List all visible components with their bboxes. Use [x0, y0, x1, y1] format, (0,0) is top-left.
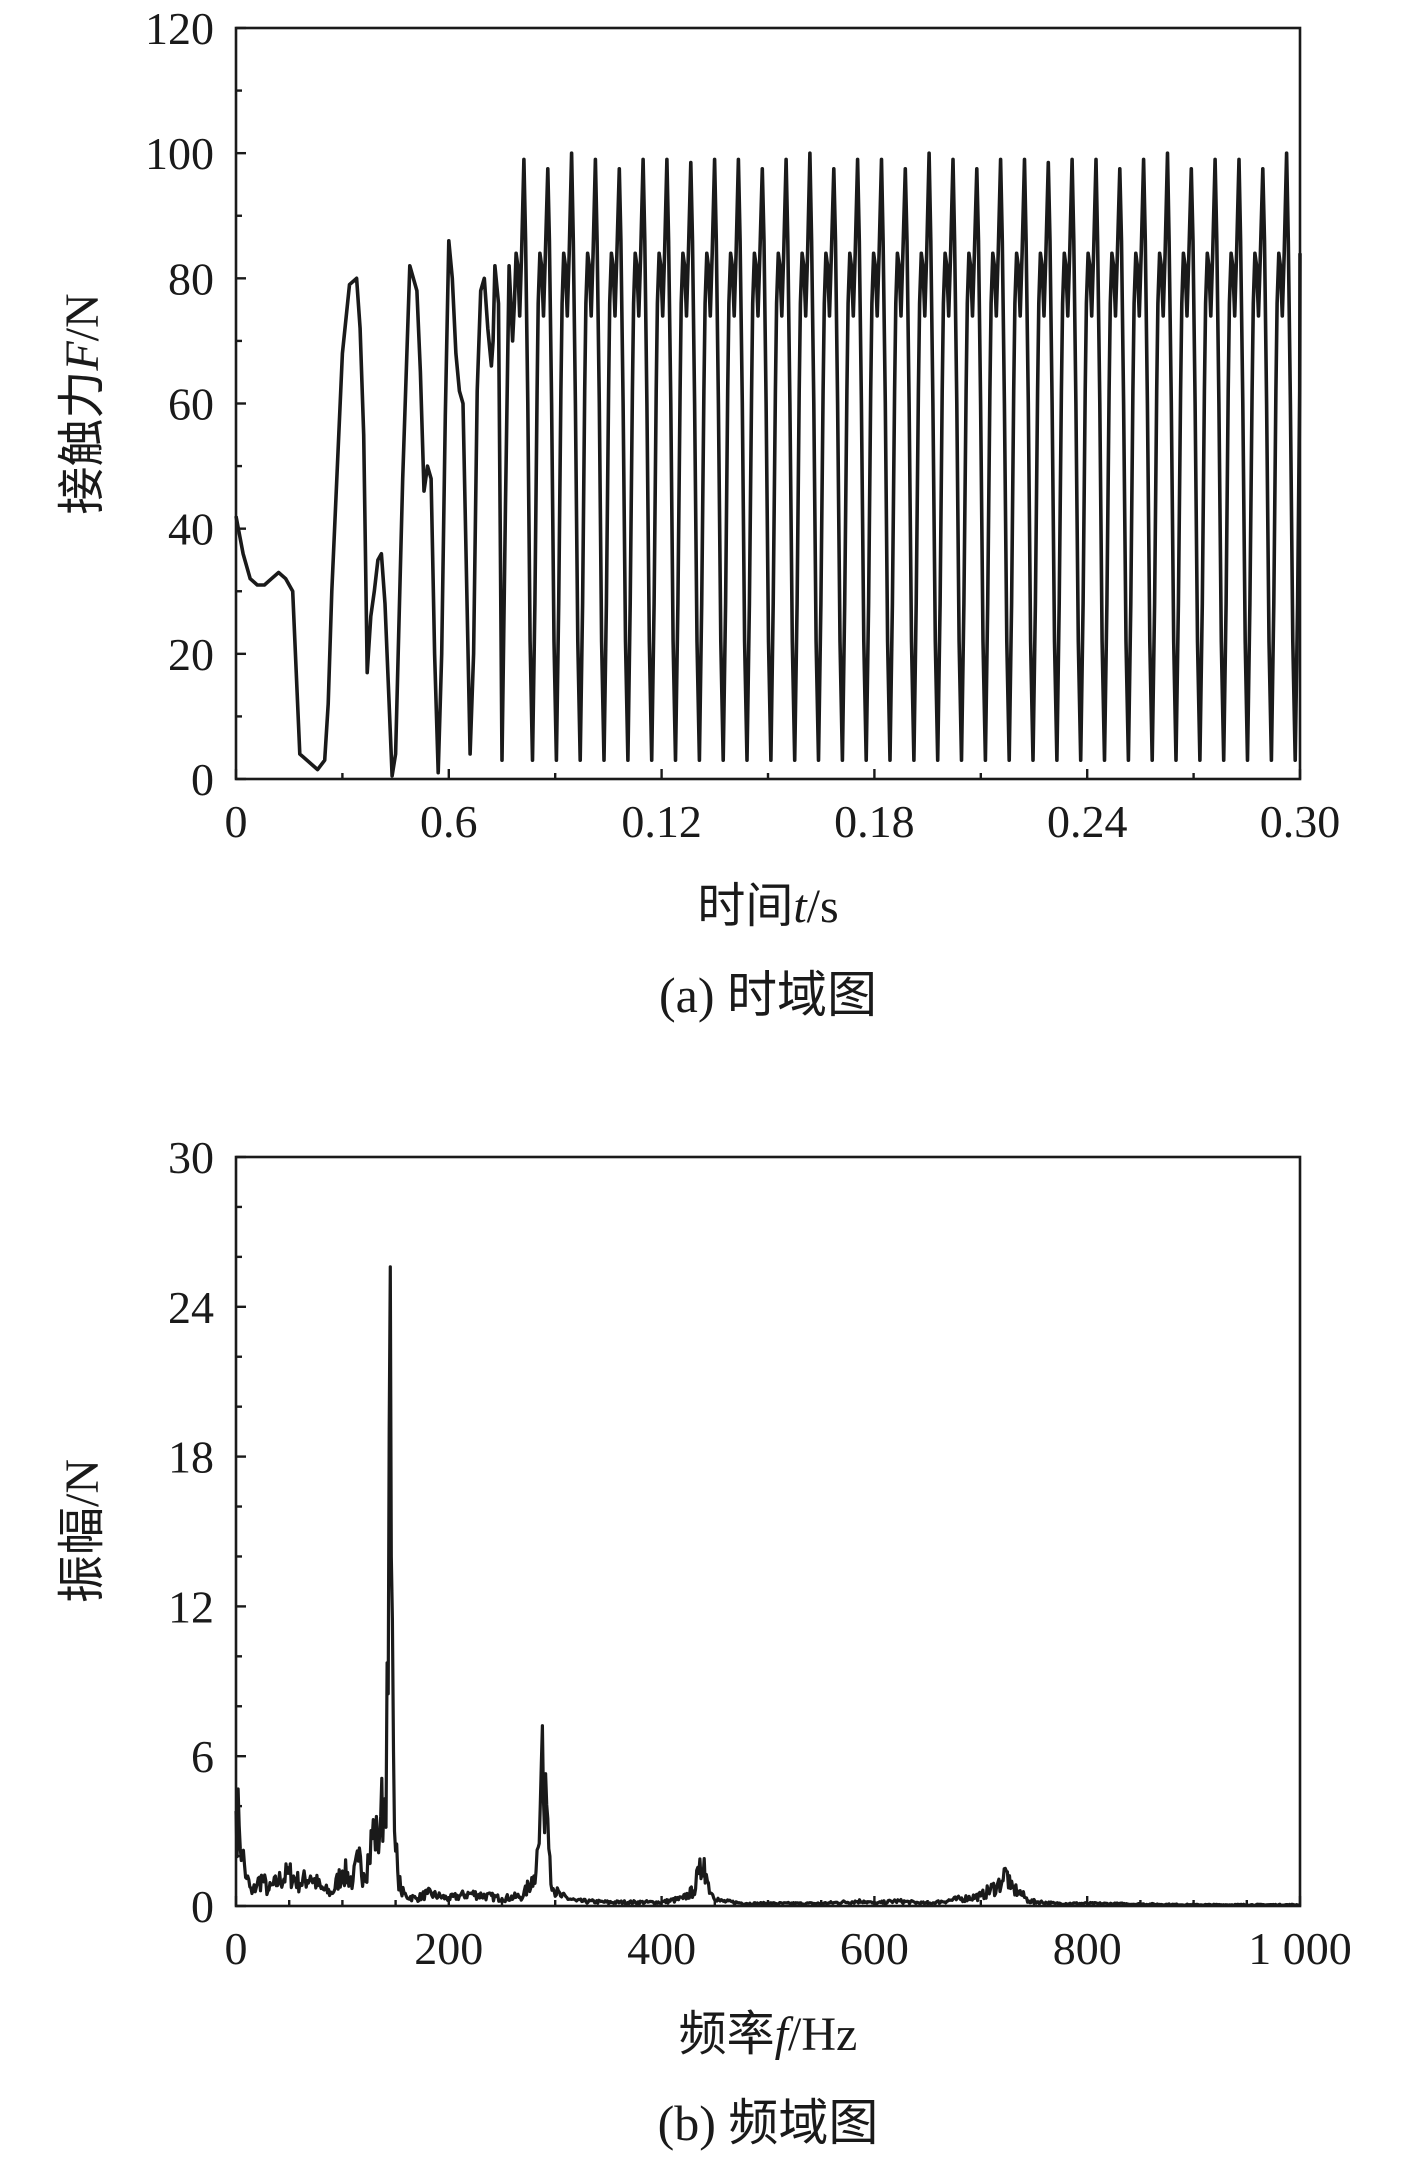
x-tick-label: 0.24: [1047, 796, 1128, 847]
x-axis-title-a: 时间t/s: [697, 880, 838, 933]
caption-a: (a) 时域图: [659, 967, 877, 1023]
x-axis-title-b: 频率f/Hz: [679, 2008, 858, 2061]
y-tick-label: 6: [191, 1731, 214, 1782]
x-tick-label: 0.30: [1260, 796, 1341, 847]
series-line-amplitude-spectrum: [234, 1265, 1301, 1907]
x-tick-label: 0.6: [420, 796, 478, 847]
y-tick-label: 24: [168, 1282, 214, 1333]
x-tick-label: 800: [1053, 1923, 1122, 1974]
frequency-domain-panel: 0 6 12 18 24 30 0 200 400 600 800 1 000 振幅/N 频率f/H…: [56, 1132, 1352, 2151]
x-axis-a: [234, 769, 1302, 779]
y-tick-label: 100: [145, 128, 214, 179]
x-tick-label: 0: [225, 1923, 248, 1974]
y-tick-label: 0: [191, 1881, 214, 1932]
y-tick-label: 80: [168, 253, 214, 304]
y-tick-label: 20: [168, 629, 214, 680]
y-axis-title-a: 接触力F/N: [56, 293, 109, 514]
series-line-contact-force: [234, 151, 1302, 778]
caption-b: (b) 频域图: [658, 2095, 879, 2151]
y-tick-label: 120: [145, 3, 214, 54]
y-tick-label: 12: [168, 1581, 214, 1632]
x-tick-label: 0: [225, 796, 248, 847]
y-tick-label: 40: [168, 504, 214, 555]
y-axis-a: [236, 26, 246, 781]
x-tick-label: 0.12: [621, 796, 702, 847]
y-axis-title-b: 振幅/N: [56, 1459, 109, 1603]
y-tick-label: 30: [168, 1132, 214, 1183]
x-tick-label: 1 000: [1248, 1923, 1352, 1974]
y-tick-label: 0: [191, 754, 214, 805]
y-tick-label: 60: [168, 379, 214, 430]
time-domain-panel: 0 20 40 60 80 100 120 0 0.6 0.12 0.18 0.24 0.30 接触力…: [56, 3, 1340, 1023]
y-tick-label: 18: [168, 1432, 214, 1483]
x-tick-label: 0.18: [834, 796, 915, 847]
x-tick-label: 600: [840, 1923, 909, 1974]
x-tick-label: 400: [627, 1923, 696, 1974]
x-tick-label: 200: [414, 1923, 483, 1974]
